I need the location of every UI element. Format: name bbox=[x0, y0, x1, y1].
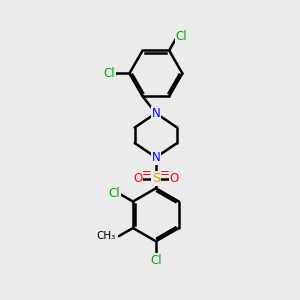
Text: Cl: Cl bbox=[176, 30, 188, 43]
Text: =: = bbox=[160, 167, 170, 180]
Text: CH₃: CH₃ bbox=[96, 231, 116, 241]
Text: O: O bbox=[133, 172, 142, 185]
Text: N: N bbox=[152, 151, 160, 164]
Text: S: S bbox=[152, 172, 160, 185]
Text: N: N bbox=[152, 107, 160, 120]
Text: Cl: Cl bbox=[109, 187, 120, 200]
Text: Cl: Cl bbox=[150, 254, 162, 267]
Text: O: O bbox=[169, 172, 179, 185]
Text: =: = bbox=[142, 167, 152, 180]
Text: Cl: Cl bbox=[103, 67, 115, 80]
